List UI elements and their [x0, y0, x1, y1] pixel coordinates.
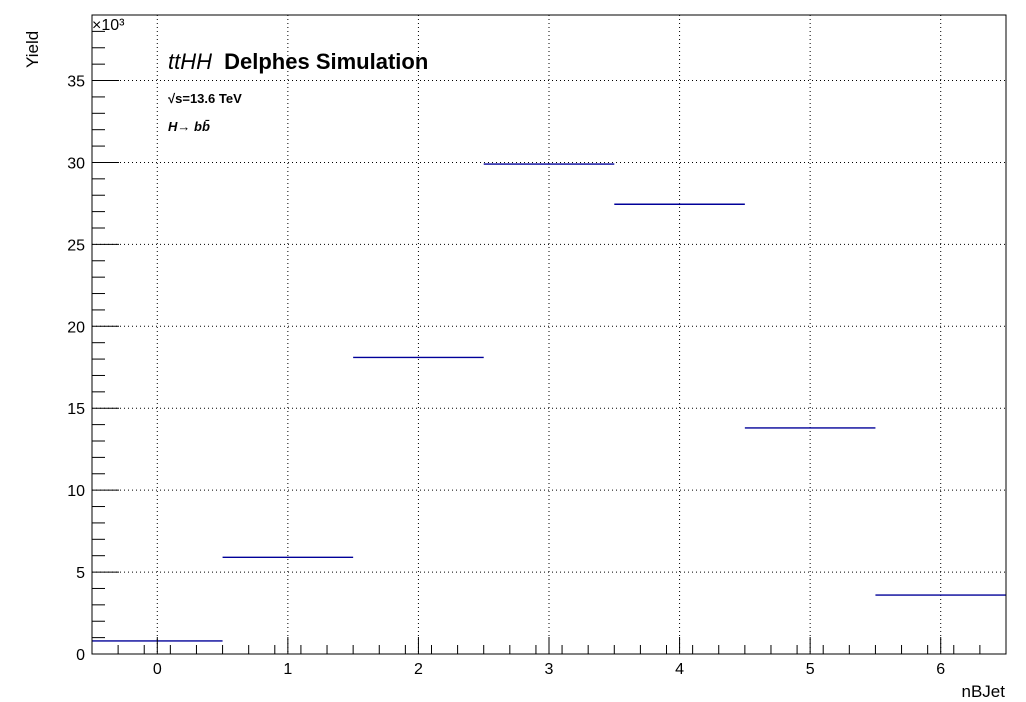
grid-lines	[92, 15, 1006, 655]
y-tick-label: 10	[67, 483, 85, 500]
x-tick-label: 6	[936, 661, 945, 678]
y-tick-label: 0	[76, 647, 85, 664]
y-tick-labels: 0 5 10 15 20 25 30 35	[67, 74, 85, 664]
x-tick-label: 1	[283, 661, 292, 678]
histogram-bars	[92, 163, 1006, 642]
decay-label: H→ bb̄	[168, 119, 210, 134]
x-tick-label: 4	[675, 661, 684, 678]
y-tick-label: 35	[67, 74, 85, 91]
y-tick-label: 20	[67, 319, 85, 336]
y-tick-label: 15	[67, 401, 85, 418]
y-axis-label: Yield	[23, 31, 42, 68]
x-tick-label: 3	[545, 661, 554, 678]
plot-frame	[91, 14, 1007, 655]
y-multiplier: ×10³	[92, 17, 125, 34]
x-tick-label: 5	[806, 661, 815, 678]
title-italic: ttHH	[168, 49, 212, 74]
x-axis-label: nBJet	[962, 682, 1006, 701]
x-tick-label: 0	[153, 661, 162, 678]
x-tick-labels: 0 1 2 3 4 5 6	[153, 661, 945, 678]
y-tick-label: 25	[67, 237, 85, 254]
chart-title: ttHH Delphes Simulation	[168, 49, 428, 74]
x-tick-label: 2	[414, 661, 423, 678]
axis-ticks	[91, 14, 1007, 655]
y-tick-label: 5	[76, 565, 85, 582]
y-tick-label: 30	[67, 155, 85, 172]
title-bold: Delphes Simulation	[224, 49, 428, 74]
energy-label: √s=13.6 TeV	[168, 91, 242, 106]
